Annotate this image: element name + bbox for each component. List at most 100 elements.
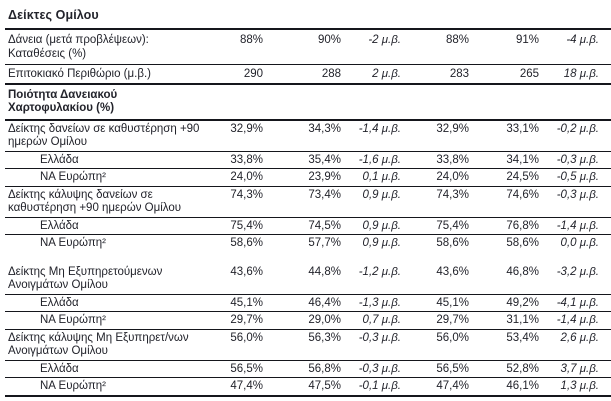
row-label-line: Δάνεια (μετά προβλέψεων): (8, 34, 149, 46)
cell-value: 23,9% (267, 168, 345, 187)
cell-value (405, 83, 473, 121)
row-label-line: ΝΑ Ευρώπη² (40, 380, 107, 392)
cell-value: 57,7% (308, 237, 341, 249)
cell-value: 33,8% (405, 151, 473, 169)
table-row: Ελλάδα 33,8% 35,4% -1,6 μ.β. 33,8% 34,1% -0,3 … (5, 151, 611, 169)
cell-value (205, 83, 267, 121)
row-label: ΝΑ Ευρώπη² (5, 235, 205, 258)
cell-value: 75,4% (405, 217, 473, 235)
cell-value: 2,6 μ.β. (543, 329, 611, 361)
row-label-line: ΝΑ Ευρώπη² (40, 171, 107, 183)
row-label-line: Δείκτης Μη Εξυπηρετούμενων (8, 265, 163, 278)
table-row: Δάνεια (μετά προβλέψεων): Καταθέσεις (%) 8… (5, 29, 611, 65)
cell-value: -0,3 μ.β. (543, 186, 611, 218)
cell-value: 45,1% (405, 294, 473, 312)
cell-value: 0,9 μ.β. (362, 237, 401, 249)
row-label-line: Ελλάδα (40, 296, 79, 309)
cell-value: 34,1% (473, 151, 543, 169)
cell-value: 33,8% (205, 151, 267, 169)
cell-value: 74,5% (267, 217, 345, 235)
cell-value: 288 (267, 64, 345, 85)
cell-value: 29,7% (405, 311, 473, 330)
row-label-line: ΝΑ Ευρώπη² (40, 237, 107, 249)
metrics-table-body: Δάνεια (μετά προβλέψεων): Καταθέσεις (%) 8… (5, 29, 611, 397)
cell-value: 47,5% (267, 377, 345, 397)
row-label: Δείκτης κάλυψης Μη Εξυπηρετ/νων Ανοιγμάτω… (5, 329, 205, 361)
cell-value: 46,4% (267, 294, 345, 312)
cell-value: 0,1 μ.β. (345, 168, 405, 187)
row-label-line: Χαρτοφυλακίου (%) (8, 102, 115, 114)
table-row: Δείκτης Μη Εξυπηρετούμενων Ανοιγμάτων Ομί… (5, 257, 611, 295)
cell-value: -1,6 μ.β. (345, 151, 405, 169)
cell-value: 290 (205, 64, 267, 85)
cell-value: 56,5% (205, 360, 267, 378)
row-label: ΝΑ Ευρώπη² (5, 377, 205, 397)
cell-value: 24,5% (473, 168, 543, 187)
cell-value: 1,3 μ.β. (543, 377, 611, 397)
cell-value: -0,3 μ.β. (543, 151, 611, 169)
row-label-line: Καταθέσεις (%) (8, 47, 87, 60)
row-label-line: Ελλάδα (40, 362, 79, 375)
row-label-line: Ελλάδα (40, 219, 79, 232)
cell-value: -1,2 μ.β. (345, 257, 405, 295)
table-row: Δείκτης δανείων σε καθυστέρηση +90 ημερών… (5, 119, 611, 152)
cell-value: 56,0% (205, 329, 267, 361)
cell-value: 74,3% (205, 186, 267, 218)
row-label-line: Δείκτης κάλυψης Μη Εξυπηρετ/νων (8, 331, 189, 344)
cell-value (267, 83, 345, 121)
row-label: Επιτοκιακό Περιθώριο (μ.β.) (5, 64, 205, 85)
cell-value: 31,1% (473, 311, 543, 330)
cell-value: -0,2 μ.β. (543, 119, 611, 152)
table-row: Ελλάδα 56,5% 56,8% -0,3 μ.β. 56,5% 52,8% 3,7 μ… (5, 360, 611, 378)
cell-value: -1,4 μ.β. (543, 217, 611, 235)
cell-value: 90% (267, 29, 345, 65)
cell-value: 29,0% (267, 311, 345, 330)
cell-value: 74,6% (473, 186, 543, 218)
cell-value: 3,7 μ.β. (543, 360, 611, 378)
cell-value: 283 (405, 64, 473, 85)
row-label-line: ημερών Ομίλου (8, 136, 88, 148)
cell-value: -0,5 μ.β. (543, 168, 611, 187)
row-label-line: Ποιότητα Δανειακού (8, 88, 118, 101)
cell-value: 88% (405, 29, 473, 65)
cell-value: 58,6% (506, 237, 539, 249)
section-header-row: Ποιότητα Δανειακού Χαρτοφυλακίου (%) (5, 83, 611, 121)
row-label: Δάνεια (μετά προβλέψεων): Καταθέσεις (%) (5, 29, 205, 65)
row-label: Δείκτης Μη Εξυπηρετούμενων Ανοιγμάτων Ομί… (5, 257, 205, 295)
cell-value: 56,0% (405, 329, 473, 361)
table-row: ΝΑ Ευρώπη² 24,0% 23,9% 0,1 μ.β. 24,0% 24,5% -0… (5, 168, 611, 187)
cell-value: 32,9% (405, 119, 473, 152)
cell-value: 58,6% (436, 237, 469, 249)
cell-value: 74,3% (405, 186, 473, 218)
cell-value: 0,7 μ.β. (345, 311, 405, 330)
table-row: ΝΑ Ευρώπη² 29,7% 29,0% 0,7 μ.β. 29,7% 31,1% -1… (5, 311, 611, 330)
row-label-line: καθυστέρηση +90 ημερών Ομίλου (8, 202, 182, 214)
row-label-line: Ανοιγμάτων Ομίλου (8, 279, 108, 291)
cell-value: 24,0% (405, 168, 473, 187)
table-row: Δείκτης κάλυψης δανείων σε καθυστέρηση +9… (5, 186, 611, 218)
cell-value: 76,8% (473, 217, 543, 235)
cell-value: 52,8% (473, 360, 543, 378)
row-label-line: ΝΑ Ευρώπη² (40, 314, 107, 326)
cell-value: -0,3 μ.β. (345, 360, 405, 378)
cell-value: 44,8% (267, 257, 345, 295)
row-label-line: Δείκτης δανείων σε καθυστέρηση +90 (8, 122, 200, 135)
cell-value: -1,4 μ.β. (543, 311, 611, 330)
cell-value: 43,6% (205, 257, 267, 295)
cell-value: -0,3 μ.β. (345, 329, 405, 361)
cell-value: 47,4% (405, 377, 473, 397)
cell-value: 91% (473, 29, 543, 65)
row-label: Ελλάδα (5, 360, 205, 378)
cell-value: 73,4% (267, 186, 345, 218)
cell-value: -4 μ.β. (543, 29, 611, 65)
cell-value: -4,1 μ.β. (543, 294, 611, 312)
table-row: Ελλάδα 45,1% 46,4% -1,3 μ.β. 45,1% 49,2% -4,1 … (5, 294, 611, 312)
cell-value: -2 μ.β. (345, 29, 405, 65)
cell-value: 88% (205, 29, 267, 65)
cell-value: 33,1% (473, 119, 543, 152)
row-label: Ποιότητα Δανειακού Χαρτοφυλακίου (%) (5, 83, 205, 121)
cell-value: 75,4% (205, 217, 267, 235)
row-label: Δείκτης δανείων σε καθυστέρηση +90 ημερών… (5, 119, 205, 152)
cell-value: 29,7% (205, 311, 267, 330)
table-row: Ελλάδα 75,4% 74,5% 0,9 μ.β. 75,4% 76,8% -1,4 μ… (5, 217, 611, 235)
